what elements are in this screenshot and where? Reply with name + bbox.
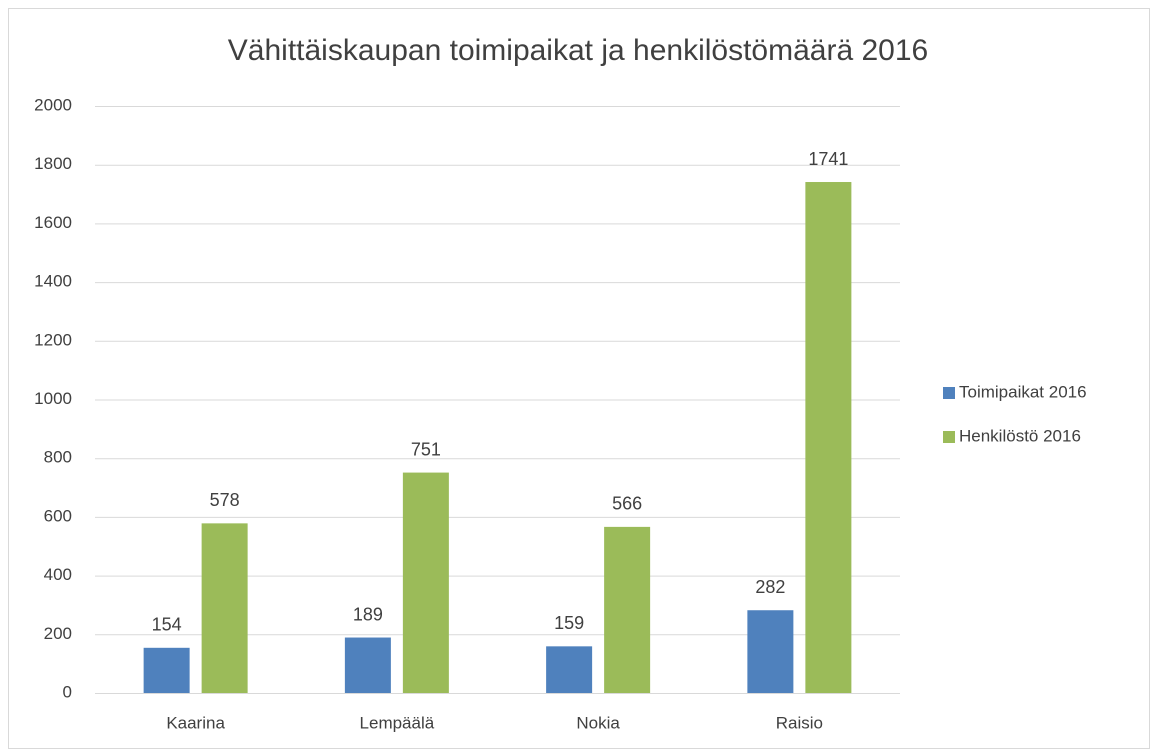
bar — [402, 472, 449, 693]
data-label: 578 — [210, 490, 240, 510]
x-tick-label: Kaarina — [166, 713, 225, 732]
x-tick-label: Raisio — [776, 713, 823, 732]
y-tick-label: 1400 — [34, 272, 72, 291]
chart-border — [8, 8, 1150, 749]
bar — [201, 523, 248, 693]
bar — [747, 610, 794, 693]
bar — [143, 647, 190, 693]
y-tick-label: 600 — [44, 506, 72, 525]
y-tick-label: 2000 — [34, 95, 72, 114]
y-tick-label: 400 — [44, 565, 72, 584]
legend-swatch — [943, 387, 955, 399]
x-tick-label: Lempäälä — [360, 713, 435, 732]
y-tick-label: 0 — [63, 682, 72, 701]
data-label: 154 — [152, 615, 182, 635]
x-tick-label: Nokia — [576, 713, 620, 732]
legend-swatch — [943, 431, 955, 443]
data-label: 159 — [554, 613, 584, 633]
bar — [805, 182, 852, 694]
y-tick-label: 1000 — [34, 389, 72, 408]
y-tick-label: 800 — [44, 448, 72, 467]
y-tick-label: 1200 — [34, 330, 72, 349]
y-tick-label: 1800 — [34, 154, 72, 173]
legend-label: Henkilöstö 2016 — [959, 426, 1081, 445]
y-tick-label: 1600 — [34, 213, 72, 232]
data-label: 1741 — [808, 149, 848, 169]
legend-label: Toimipaikat 2016 — [959, 382, 1087, 401]
y-tick-label: 200 — [44, 624, 72, 643]
data-label: 189 — [353, 604, 383, 624]
bar — [546, 646, 593, 693]
bar — [604, 526, 651, 693]
data-label: 751 — [411, 439, 441, 459]
data-label: 282 — [755, 577, 785, 597]
chart-title: Vähittäiskaupan toimipaikat ja henkilöst… — [228, 34, 928, 67]
data-label: 566 — [612, 494, 642, 514]
bar — [344, 637, 391, 693]
